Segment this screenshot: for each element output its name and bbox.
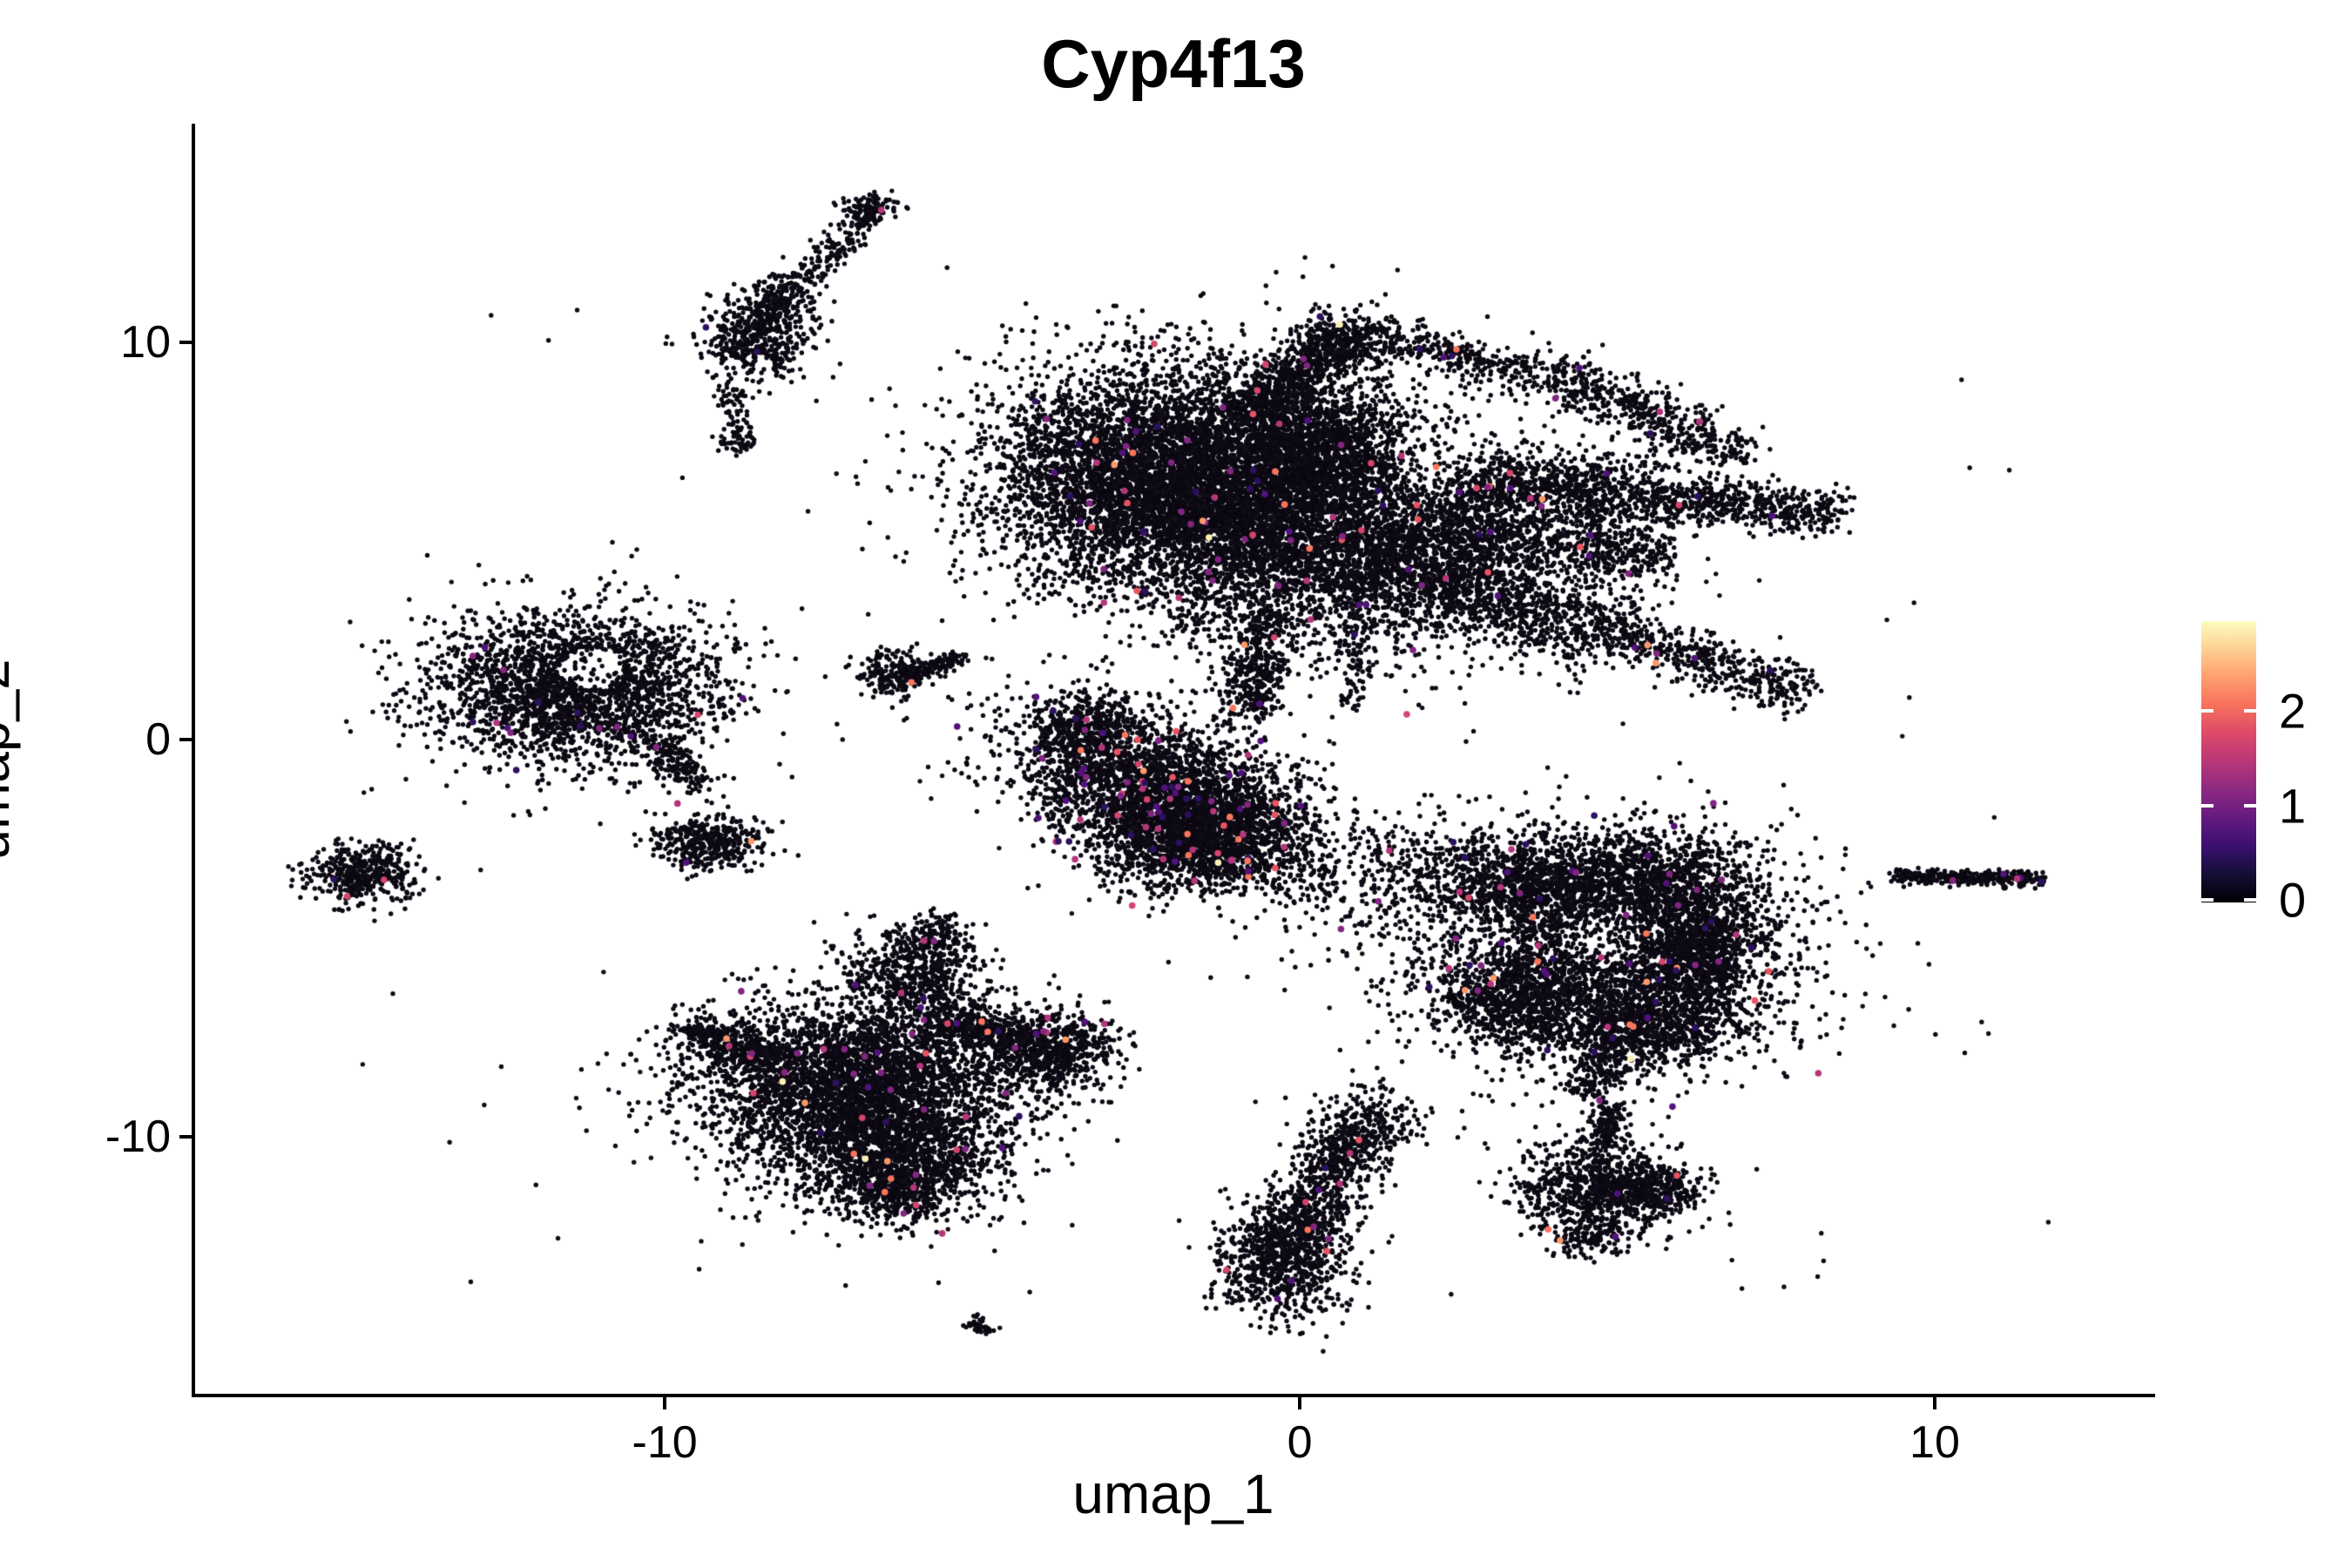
x-tick-label: 0: [1287, 1417, 1313, 1468]
y-tick-mark: [179, 340, 192, 344]
x-axis-title: umap_1: [1072, 1463, 1274, 1525]
y-tick-label: -10: [105, 1112, 171, 1163]
x-tick-mark: [1298, 1397, 1302, 1409]
x-axis-line: [192, 1394, 2155, 1397]
x-tick-label: 10: [1909, 1417, 1960, 1468]
plot-title: Cyp4f13: [1041, 25, 1306, 102]
expression-colorbar: [2201, 621, 2256, 902]
y-tick-mark: [179, 1135, 192, 1139]
colorbar-tick-mark: [2244, 803, 2256, 808]
colorbar-tick-label: 0: [2279, 872, 2307, 928]
y-tick-mark: [179, 737, 192, 741]
y-axis-line: [192, 124, 195, 1397]
colorbar-tick-mark: [2244, 898, 2256, 902]
y-axis-title: umap_2: [0, 659, 21, 861]
plot-panel: [194, 124, 2153, 1395]
umap-scatter-canvas: [194, 124, 2153, 1395]
colorbar-tick-label: 1: [2279, 778, 2307, 833]
x-tick-mark: [1932, 1397, 1936, 1409]
colorbar-tick-mark: [2244, 709, 2256, 713]
x-tick-mark: [663, 1397, 667, 1409]
y-tick-label: 10: [120, 316, 171, 368]
colorbar-tick-label: 2: [2279, 683, 2307, 739]
colorbar-tick-mark: [2201, 709, 2213, 713]
y-tick-label: 0: [145, 713, 171, 765]
colorbar-tick-mark: [2201, 803, 2213, 808]
colorbar-tick-mark: [2201, 898, 2213, 902]
x-tick-label: -10: [632, 1417, 698, 1468]
